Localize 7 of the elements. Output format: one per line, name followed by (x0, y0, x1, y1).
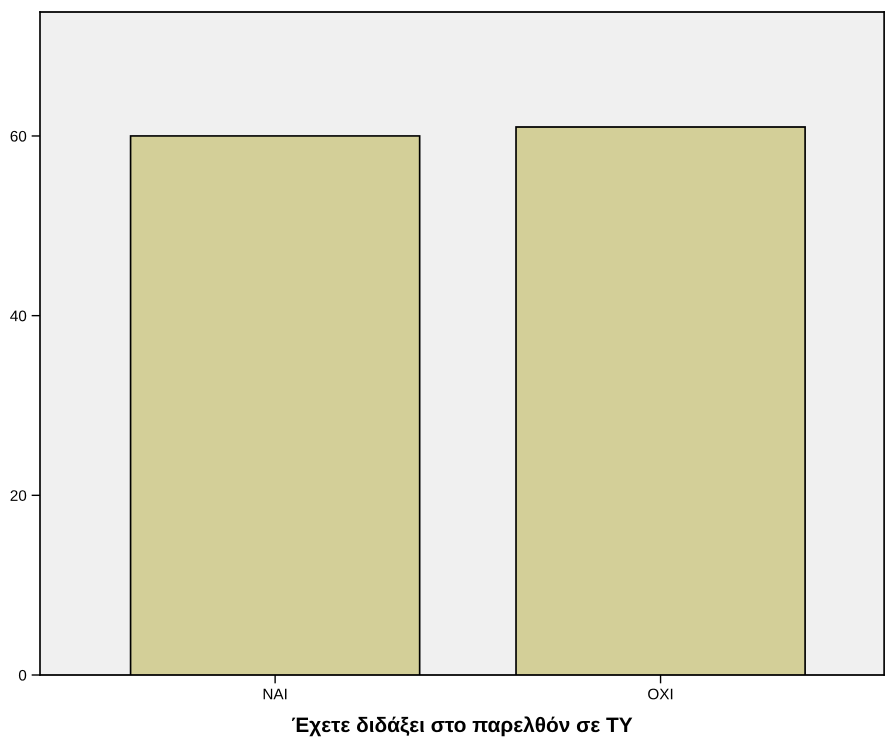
y-tick-label: 40 (10, 310, 26, 322)
y-tick-label: 20 (10, 490, 26, 502)
y-tick-label: 60 (10, 130, 26, 142)
x-tick-label: ΟΧΙ (648, 688, 672, 700)
x-tick-label: ΝΑΙ (264, 688, 286, 700)
x-axis-title: Έχετε διδάξει στο παρελθόν σε ΤΥ (292, 716, 632, 736)
y-tick-label: 0 (18, 670, 26, 681)
